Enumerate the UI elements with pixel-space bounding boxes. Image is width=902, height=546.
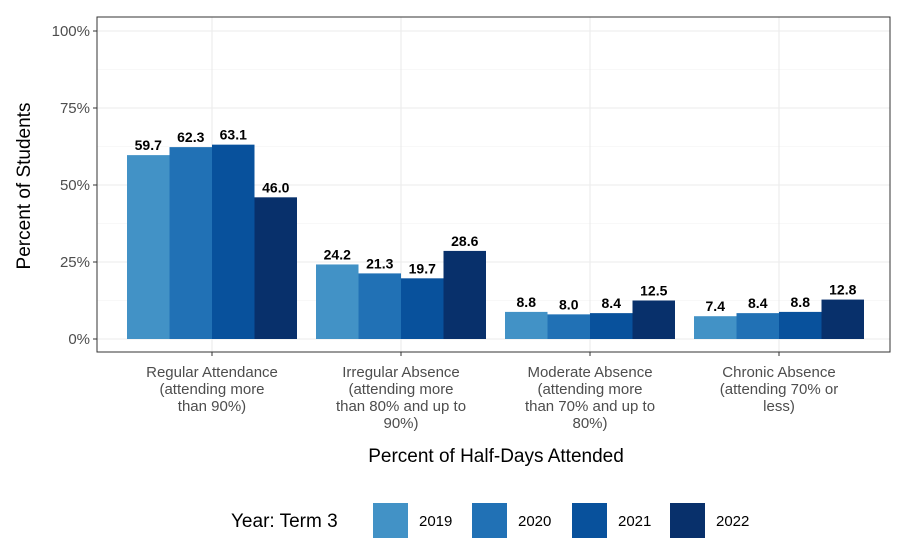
y-axis-title: Percent of Students — [14, 103, 35, 270]
bars: 59.7 62.3 63.1 46.0 24.2 21.3 19.7 28.6 8.8 8.0 8.… — [127, 127, 864, 339]
legend-label-2022: 2022 — [716, 513, 749, 530]
x-tick-label-cat1: Regular Attendance (attending more than 90… — [146, 364, 278, 415]
bar-label-2020-cat3: 8.0 — [559, 296, 579, 312]
x-tick-label-line: Chronic Absence — [722, 364, 835, 381]
x-tick-label-line: 80%) — [572, 415, 607, 432]
legend-key-2019 — [373, 503, 408, 538]
y-tick-label: 100% — [52, 23, 90, 40]
bar-2022-cat2 — [443, 250, 486, 339]
x-tick-label-cat4: Chronic Absence (attending 70% or less) — [720, 364, 838, 415]
x-tick-label-line: 90%) — [383, 415, 418, 432]
x-tick-label-line: Regular Attendance — [146, 364, 278, 381]
x-tick-label-cat3: Moderate Absence (attending more than 70% … — [525, 364, 655, 432]
x-tick-label-line: than 90%) — [178, 398, 246, 415]
bar-2021-cat2 — [401, 278, 444, 339]
x-tick-label-line: (attending 70% or — [720, 381, 838, 398]
x-tick-label-cat2: Irregular Absence (attending more than 80%… — [336, 364, 466, 432]
bar-2021-cat1 — [212, 144, 255, 339]
bar-2022-cat3 — [632, 300, 675, 339]
bar-label-2022-cat4: 12.8 — [829, 282, 856, 298]
x-tick-label-line: less) — [763, 398, 795, 415]
bar-2019-cat2 — [316, 264, 359, 339]
bar-label-2021-cat1: 63.1 — [220, 127, 247, 143]
x-tick-label-line: (attending more — [159, 381, 264, 398]
bar-2022-cat1 — [254, 197, 297, 339]
bar-label-2020-cat4: 8.4 — [748, 295, 768, 311]
bar-2021-cat4 — [779, 311, 822, 339]
bar-label-2020-cat2: 21.3 — [366, 255, 393, 271]
legend-label-2019: 2019 — [419, 513, 452, 530]
x-axis-title: Percent of Half-Days Attended — [368, 446, 624, 467]
bar-2019-cat4 — [694, 316, 737, 339]
bar-label-2021-cat3: 8.4 — [602, 295, 622, 311]
y-axis: 0% 25% 50% 75% 100% — [52, 23, 97, 348]
bar-label-2019-cat1: 59.7 — [135, 137, 162, 153]
bar-label-2022-cat1: 46.0 — [262, 179, 289, 195]
legend-key-2020 — [472, 503, 507, 538]
bar-label-2022-cat2: 28.6 — [451, 233, 478, 249]
y-tick-label: 75% — [60, 100, 90, 117]
legend-label-2021: 2021 — [618, 513, 651, 530]
bar-2020-cat2 — [358, 273, 401, 339]
legend-label-2020: 2020 — [518, 513, 551, 530]
bar-label-2021-cat2: 19.7 — [409, 260, 436, 276]
legend-key-2022 — [670, 503, 705, 538]
legend: Year: Term 3 2019 2020 2021 2022 — [231, 503, 749, 538]
x-tick-label-line: (attending more — [348, 381, 453, 398]
y-tick-label: 0% — [68, 331, 90, 348]
bar-label-2021-cat4: 8.8 — [791, 294, 811, 310]
bar-label-2020-cat1: 62.3 — [177, 129, 204, 145]
x-tick-label-line: Moderate Absence — [527, 364, 652, 381]
legend-title: Year: Term 3 — [231, 511, 338, 532]
bar-2022-cat4 — [821, 299, 864, 339]
bar-2021-cat3 — [590, 313, 633, 339]
x-axis: Regular Attendance (attending more than 90… — [146, 352, 838, 432]
y-tick-label: 50% — [60, 177, 90, 194]
x-tick-label-line: than 70% and up to — [525, 398, 655, 415]
x-tick-label-line: Irregular Absence — [342, 364, 460, 381]
bar-2020-cat3 — [547, 314, 590, 339]
y-tick-label: 25% — [60, 254, 90, 271]
x-tick-label-line: (attending more — [537, 381, 642, 398]
bar-label-2022-cat3: 12.5 — [640, 283, 667, 299]
bar-2019-cat3 — [505, 311, 548, 339]
bar-2020-cat4 — [736, 313, 779, 339]
bar-label-2019-cat3: 8.8 — [517, 294, 537, 310]
bar-label-2019-cat4: 7.4 — [706, 298, 726, 314]
legend-key-2021 — [572, 503, 607, 538]
bar-2020-cat1 — [169, 147, 212, 339]
bar-2019-cat1 — [127, 155, 170, 339]
x-tick-label-line: than 80% and up to — [336, 398, 466, 415]
bar-label-2019-cat2: 24.2 — [324, 246, 351, 262]
